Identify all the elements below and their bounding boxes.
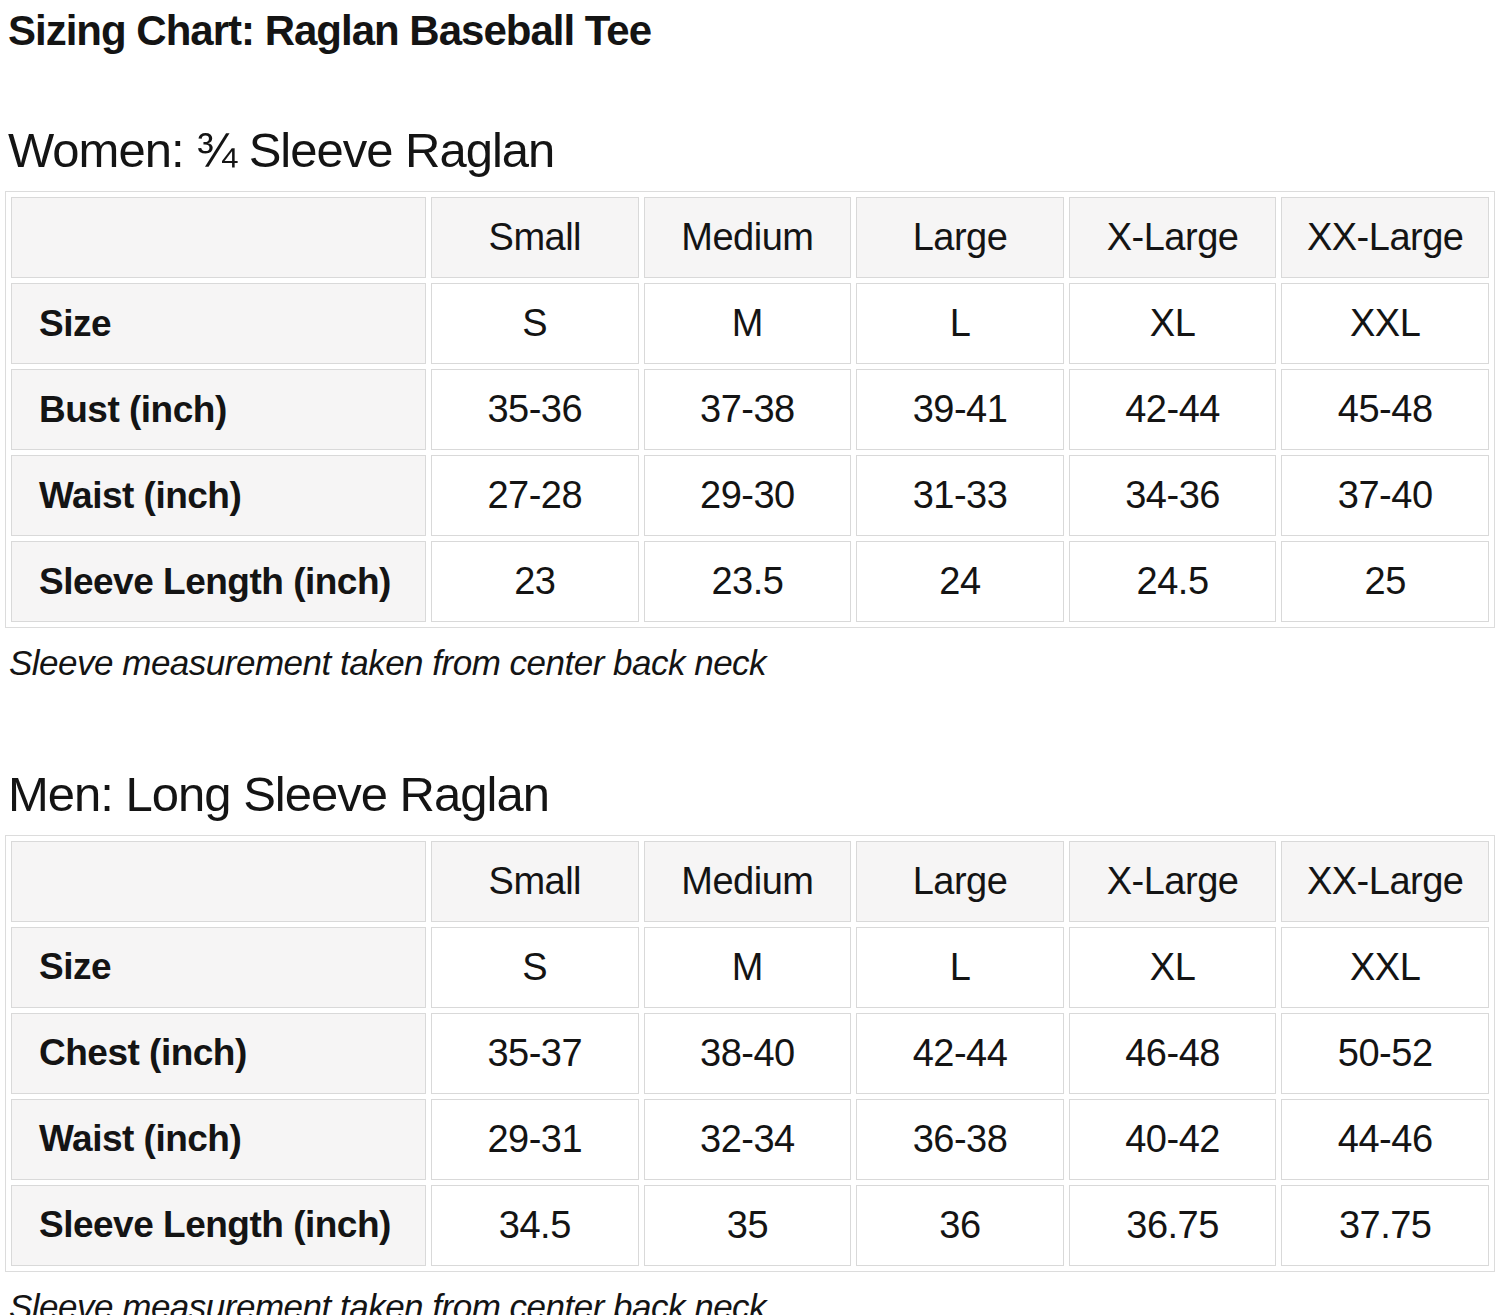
page-title: Sizing Chart: Raglan Baseball Tee: [8, 8, 1495, 54]
women-section-heading: Women: ¾ Sleeve Raglan: [8, 124, 1495, 178]
row-label-sleeve-length: Sleeve Length (inch): [11, 541, 426, 622]
cell: 36-38: [856, 1099, 1064, 1180]
cell: 27-28: [431, 455, 639, 536]
cell: 44-46: [1281, 1099, 1489, 1180]
cell: 37-38: [644, 369, 852, 450]
cell: L: [856, 927, 1064, 1008]
cell: 39-41: [856, 369, 1064, 450]
cell: 24.5: [1069, 541, 1277, 622]
cell: 23.5: [644, 541, 852, 622]
col-header-xxlarge: XX-Large: [1281, 197, 1489, 278]
cell: 40-42: [1069, 1099, 1277, 1180]
row-label-sleeve-length: Sleeve Length (inch): [11, 1185, 426, 1266]
col-header-medium: Medium: [644, 841, 852, 922]
corner-cell: [11, 197, 426, 278]
men-sizing-table: Small Medium Large X-Large XX-Large Size…: [5, 835, 1495, 1272]
cell: M: [644, 283, 852, 364]
cell: 31-33: [856, 455, 1064, 536]
cell: M: [644, 927, 852, 1008]
cell: 35-36: [431, 369, 639, 450]
row-label-waist: Waist (inch): [11, 455, 426, 536]
row-label-bust: Bust (inch): [11, 369, 426, 450]
row-label-chest: Chest (inch): [11, 1013, 426, 1094]
col-header-small: Small: [431, 197, 639, 278]
cell: 32-34: [644, 1099, 852, 1180]
col-header-large: Large: [856, 197, 1064, 278]
row-label-size: Size: [11, 283, 426, 364]
cell: 24: [856, 541, 1064, 622]
cell: 35: [644, 1185, 852, 1266]
cell: 35-37: [431, 1013, 639, 1094]
cell: 34.5: [431, 1185, 639, 1266]
cell: 42-44: [1069, 369, 1277, 450]
table-row: Sleeve Length (inch) 34.5 35 36 36.75 37…: [11, 1185, 1489, 1266]
corner-cell: [11, 841, 426, 922]
cell: XXL: [1281, 283, 1489, 364]
table-header-row: Small Medium Large X-Large XX-Large: [11, 841, 1489, 922]
cell: 46-48: [1069, 1013, 1277, 1094]
cell: 29-31: [431, 1099, 639, 1180]
table-row: Size S M L XL XXL: [11, 927, 1489, 1008]
men-table-note: Sleeve measurement taken from center bac…: [9, 1286, 1495, 1315]
cell: 38-40: [644, 1013, 852, 1094]
cell: 42-44: [856, 1013, 1064, 1094]
cell: L: [856, 283, 1064, 364]
col-header-xlarge: X-Large: [1069, 841, 1277, 922]
women-table-note: Sleeve measurement taken from center bac…: [9, 642, 1495, 684]
cell: 37-40: [1281, 455, 1489, 536]
cell: XL: [1069, 927, 1277, 1008]
row-label-waist: Waist (inch): [11, 1099, 426, 1180]
table-row: Waist (inch) 27-28 29-30 31-33 34-36 37-…: [11, 455, 1489, 536]
cell: XXL: [1281, 927, 1489, 1008]
cell: 50-52: [1281, 1013, 1489, 1094]
table-row: Waist (inch) 29-31 32-34 36-38 40-42 44-…: [11, 1099, 1489, 1180]
col-header-medium: Medium: [644, 197, 852, 278]
row-label-size: Size: [11, 927, 426, 1008]
table-header-row: Small Medium Large X-Large XX-Large: [11, 197, 1489, 278]
cell: S: [431, 927, 639, 1008]
men-section-heading: Men: Long Sleeve Raglan: [8, 768, 1495, 822]
col-header-xxlarge: XX-Large: [1281, 841, 1489, 922]
cell: 36.75: [1069, 1185, 1277, 1266]
cell: 45-48: [1281, 369, 1489, 450]
cell: XL: [1069, 283, 1277, 364]
col-header-xlarge: X-Large: [1069, 197, 1277, 278]
col-header-large: Large: [856, 841, 1064, 922]
table-row: Sleeve Length (inch) 23 23.5 24 24.5 25: [11, 541, 1489, 622]
cell: 34-36: [1069, 455, 1277, 536]
table-row: Size S M L XL XXL: [11, 283, 1489, 364]
cell: 36: [856, 1185, 1064, 1266]
cell: 29-30: [644, 455, 852, 536]
table-row: Chest (inch) 35-37 38-40 42-44 46-48 50-…: [11, 1013, 1489, 1094]
women-sizing-table: Small Medium Large X-Large XX-Large Size…: [5, 191, 1495, 628]
col-header-small: Small: [431, 841, 639, 922]
cell: 37.75: [1281, 1185, 1489, 1266]
cell: 25: [1281, 541, 1489, 622]
table-row: Bust (inch) 35-36 37-38 39-41 42-44 45-4…: [11, 369, 1489, 450]
cell: 23: [431, 541, 639, 622]
cell: S: [431, 283, 639, 364]
